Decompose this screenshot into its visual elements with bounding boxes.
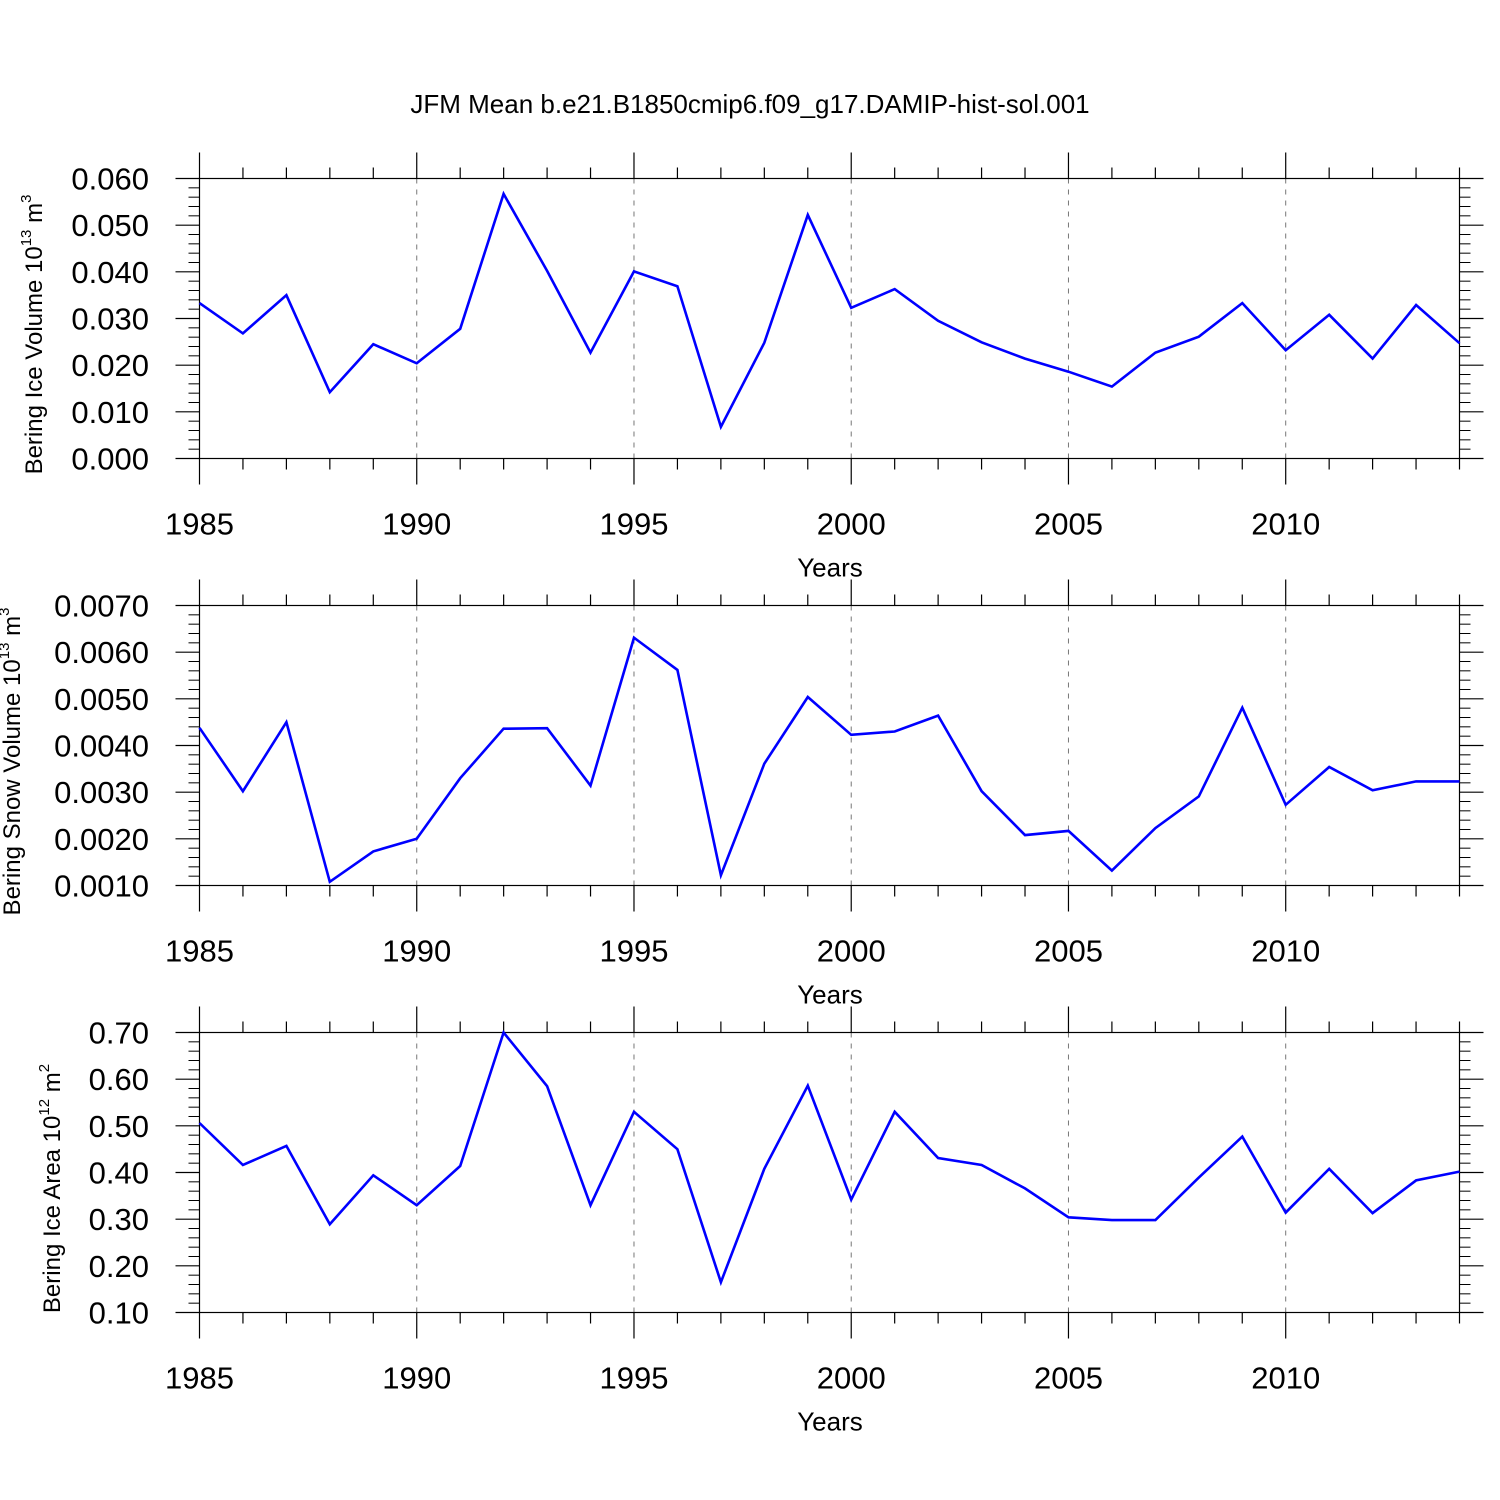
chart-panel-3: 0.10 0.20 0.30 0.40 0.50 0.60 0.70 1985 1990 1995… [36,1006,1484,1437]
figure-title: JFM Mean b.e21.B1850cmip6.f09_g17.DAMIP-… [410,89,1089,119]
plot-frame [198,1031,1461,1314]
y-tick-label: 0.010 [71,395,149,430]
y-tick-label: 0.40 [89,1156,149,1191]
x-tick-label: 2000 [817,934,886,969]
x-tick-label: 2005 [1034,1361,1103,1396]
y-tick-label: 0.0010 [54,869,149,904]
y-tick-label: 0.0070 [54,589,149,624]
x-axis-title: Years [797,1407,863,1437]
y-tick-label: 0.10 [89,1296,149,1331]
x-tick-label: 2000 [817,507,886,542]
y-tick-label: 0.0040 [54,729,149,764]
x-tick-label: 1995 [599,934,668,969]
y-tick-label: 0.60 [89,1062,149,1097]
series-line [198,635,1460,884]
x-tick-label: 1985 [165,934,234,969]
x-axis-title: Years [797,553,863,583]
y-tick-label: 0.040 [71,255,149,290]
chart-panel-1: 0.000 0.010 0.020 0.030 0.040 0.050 0.060 1985 1… [18,152,1484,583]
y-tick-label: 0.050 [71,208,149,243]
series-line [198,1029,1460,1287]
x-tick-label: 2005 [1034,507,1103,542]
x-tick-label: 2010 [1251,934,1320,969]
y-tick-label: 0.0020 [54,822,149,857]
chart-panel-2: 0.0010 0.0020 0.0030 0.0040 0.0050 0.0060 0.00… [0,579,1484,1010]
y-tick-label: 0.060 [71,162,149,197]
plot-frame [198,177,1461,460]
x-tick-label: 2010 [1251,1361,1320,1396]
panels: 0.000 0.010 0.020 0.030 0.040 0.050 0.060 1985 1… [0,152,1484,1437]
y-axis-title: Bering Snow Volume 1013 m3 [0,608,26,916]
x-tick-label: 2005 [1034,934,1103,969]
x-axis-title: Years [797,980,863,1010]
y-axis-title: Bering Ice Volume 1013 m3 [18,195,48,475]
x-tick-label: 1990 [382,934,451,969]
series-line [198,190,1461,431]
plot-frame [198,604,1461,887]
x-tick-label: 1995 [599,1361,668,1396]
y-axis-title: Bering Ice Area 1012 m2 [36,1064,66,1313]
x-tick-label: 1985 [165,507,234,542]
y-tick-label: 0.50 [89,1109,149,1144]
y-tick-label: 0.70 [89,1016,149,1051]
y-tick-label: 0.000 [71,442,149,477]
y-tick-label: 0.0060 [54,635,149,670]
y-tick-label: 0.30 [89,1202,149,1237]
y-tick-label: 0.0030 [54,775,149,810]
y-tick-label: 0.20 [89,1249,149,1284]
x-tick-label: 1990 [382,507,451,542]
y-tick-label: 0.030 [71,302,149,337]
x-tick-label: 1985 [165,1361,234,1396]
y-tick-label: 0.020 [71,348,149,383]
x-tick-label: 2010 [1251,507,1320,542]
x-tick-label: 1995 [599,507,668,542]
y-tick-label: 0.0050 [54,682,149,717]
x-tick-label: 1990 [382,1361,451,1396]
x-tick-label: 2000 [817,1361,886,1396]
